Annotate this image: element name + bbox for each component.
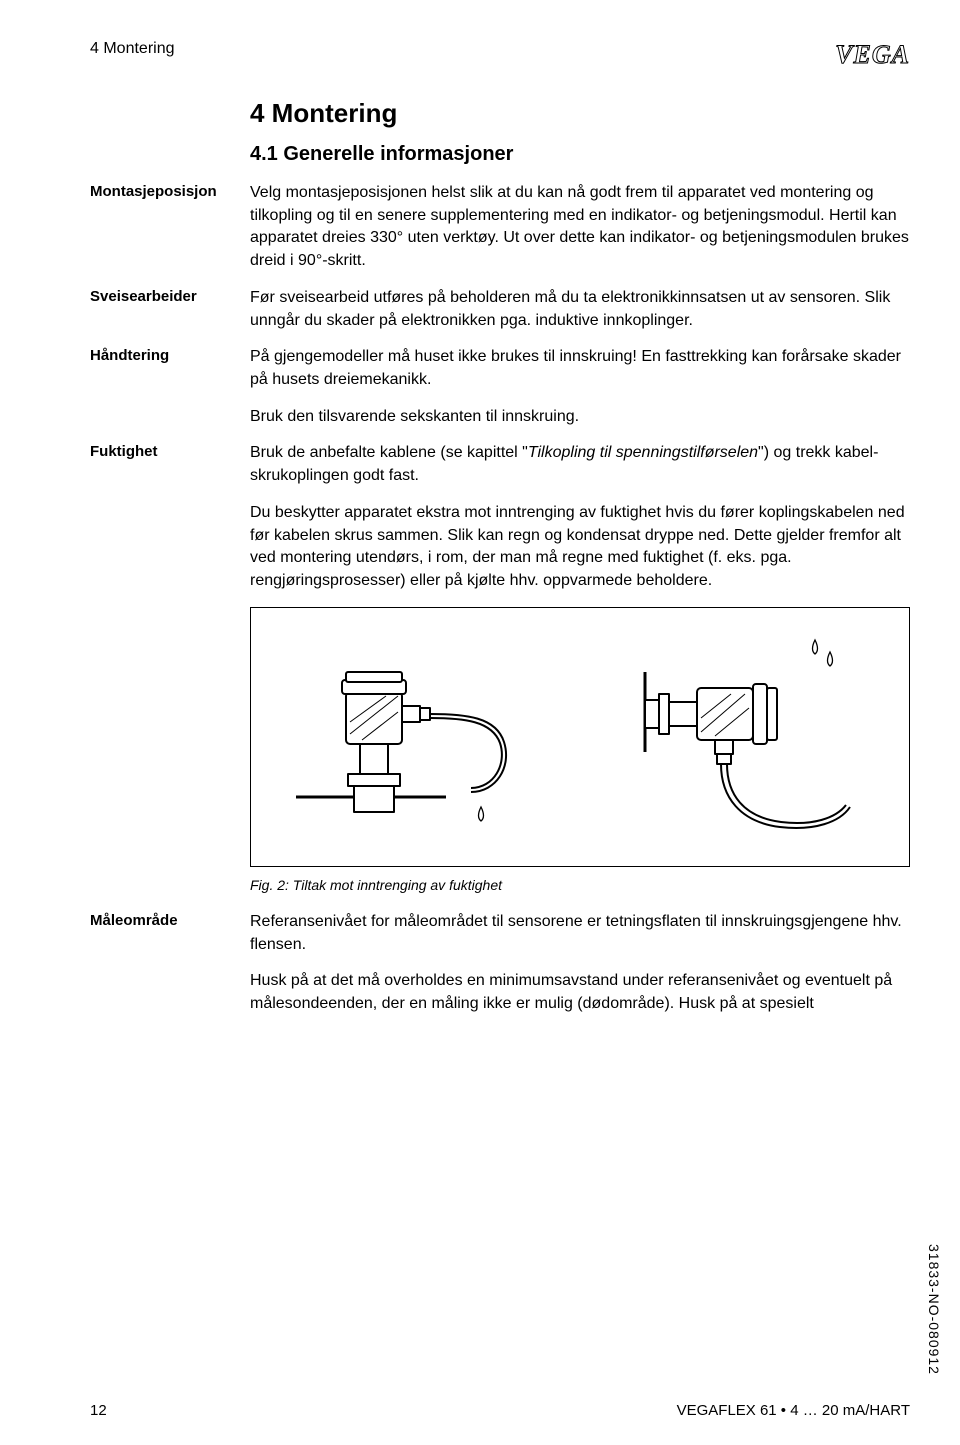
definition-row: Fuktighet Bruk de anbefalte kablene (se …	[90, 442, 910, 592]
section-heading: 4 Montering	[250, 98, 910, 129]
definition-label: Montasjeposisjon	[90, 182, 250, 200]
definition-body: På gjengemodeller må huset ikke brukes t…	[250, 346, 910, 428]
paragraph: Før sveisearbeid utføres på beholderen m…	[250, 287, 910, 332]
definition-body: Velg montasjeposisjonen helst slik at du…	[250, 182, 910, 273]
definition-body: Referansenivået for måleområdet til sens…	[250, 911, 910, 1016]
subsection-heading: 4.1 Generelle informasjoner	[250, 143, 910, 166]
definition-label: Måleområde	[90, 911, 250, 929]
sensor-left-icon	[296, 622, 536, 852]
brand-logo: VEGA	[835, 40, 910, 70]
document-reference: VEGAFLEX 61 • 4 … 20 mA/HART	[677, 1402, 910, 1419]
figure-mounting-moisture	[250, 607, 910, 867]
paragraph: Bruk den tilsvarende sekskanten til inns…	[250, 406, 910, 429]
paragraph: Husk på at det må overholdes en minimums…	[250, 970, 910, 1015]
definition-row: Måleområde Referansenivået for måleområd…	[90, 911, 910, 1016]
document-id-vertical: 31833-NO-080912	[926, 1244, 942, 1375]
definition-label: Håndtering	[90, 346, 250, 364]
paragraph: Velg montasjeposisjonen helst slik at du…	[250, 182, 910, 273]
figure-caption: Fig. 2: Tiltak mot inntrenging av fuktig…	[250, 877, 910, 893]
running-title: 4 Montering	[90, 40, 175, 58]
paragraph: Du beskytter apparatet ekstra mot inntre…	[250, 502, 910, 593]
definition-row: Håndtering På gjengemodeller må huset ik…	[90, 346, 910, 428]
definition-row: Montasjeposisjon Velg montasjeposisjonen…	[90, 182, 910, 273]
definition-label: Sveisearbeider	[90, 287, 250, 305]
definition-row: Sveisearbeider Før sveisearbeid utføres …	[90, 287, 910, 332]
definition-body: Før sveisearbeid utføres på beholderen m…	[250, 287, 910, 332]
paragraph: Referansenivået for måleområdet til sens…	[250, 911, 910, 956]
paragraph: På gjengemodeller må huset ikke brukes t…	[250, 346, 910, 391]
sensor-right-icon	[605, 622, 865, 852]
page-number: 12	[90, 1402, 107, 1419]
definition-body: Bruk de anbefalte kablene (se kapittel "…	[250, 442, 910, 592]
paragraph: Bruk de anbefalte kablene (se kapittel "…	[250, 442, 910, 487]
definition-label: Fuktighet	[90, 442, 250, 460]
